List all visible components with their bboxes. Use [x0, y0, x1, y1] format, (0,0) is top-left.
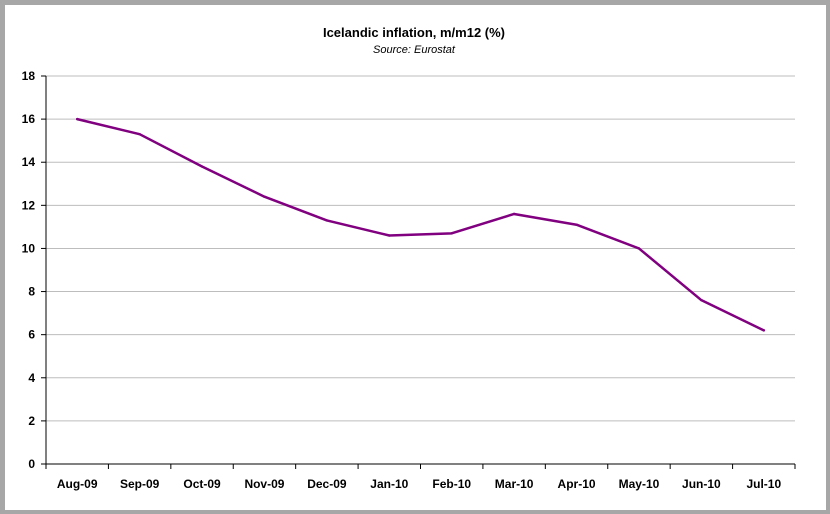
series-layer — [75, 117, 766, 332]
y-tick-label: 16 — [22, 112, 36, 126]
x-tick-label: Dec-09 — [307, 477, 347, 491]
data-point — [450, 232, 453, 235]
y-tick-labels: 0 2 4 6 8 10 12 14 16 18 — [22, 69, 36, 471]
data-point — [575, 223, 578, 226]
data-point — [200, 165, 204, 168]
gridlines — [46, 75, 795, 422]
data-point — [762, 329, 765, 332]
x-tick-label: Jun-10 — [682, 477, 721, 491]
x-tick-label: Nov-09 — [244, 477, 284, 491]
data-point — [700, 298, 703, 302]
chart-title: Icelandic inflation, m/m12 (%) — [323, 25, 505, 40]
x-tick-label: Jul-10 — [746, 477, 781, 491]
x-tick-label: Feb-10 — [432, 477, 471, 491]
axes — [41, 75, 796, 469]
x-tick-label: Mar-10 — [495, 477, 534, 491]
x-tick-label: Jan-10 — [370, 477, 408, 491]
y-tick-label: 6 — [28, 328, 35, 342]
y-tick-label: 2 — [28, 414, 35, 428]
y-tick-label: 10 — [22, 241, 36, 255]
data-point — [512, 212, 516, 216]
data-point — [637, 247, 641, 250]
data-point — [325, 219, 329, 222]
data-point — [263, 195, 266, 198]
data-point — [76, 117, 79, 121]
x-tick-label: Sep-09 — [120, 477, 160, 491]
x-tick-labels: Aug-09 Sep-09 Oct-09 Nov-09 Dec-09 Jan-10 Feb-… — [57, 477, 782, 491]
x-tick-label: Oct-09 — [183, 477, 221, 491]
y-tick-label: 4 — [28, 371, 35, 385]
y-tick-label: 8 — [28, 285, 35, 299]
x-tick-label: May-10 — [619, 477, 660, 491]
data-point — [138, 133, 141, 136]
series-line — [75, 117, 766, 332]
y-tick-label: 12 — [22, 198, 36, 212]
data-point — [388, 234, 391, 237]
y-tick-label: 18 — [22, 69, 36, 83]
y-tick-label: 0 — [28, 457, 35, 471]
chart-subtitle: Source: Eurostat — [373, 44, 456, 56]
x-tick-label: Aug-09 — [57, 477, 98, 491]
x-tick-label: Apr-10 — [558, 477, 596, 491]
y-tick-label: 14 — [22, 155, 36, 169]
